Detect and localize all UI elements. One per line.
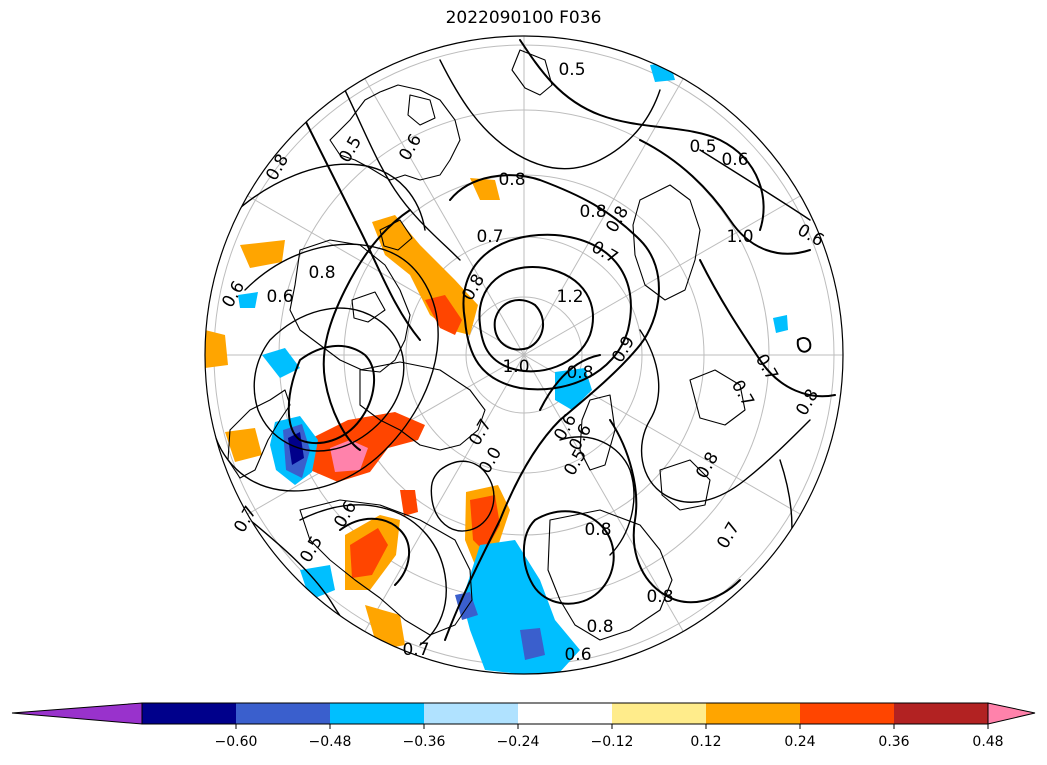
contour-label: 0.7	[465, 416, 496, 449]
contour-label: 0.5	[335, 133, 366, 166]
contour-label: 0.7	[230, 503, 261, 536]
colorbar-tick-label: −0.60	[215, 734, 258, 750]
contour-label: 1.0	[726, 227, 753, 247]
colorbar-box	[800, 703, 895, 724]
contour-label: 1.0	[502, 357, 529, 377]
contour-label: 0.8	[308, 263, 335, 283]
contour-label: 0.8	[602, 203, 633, 236]
contour-label: 0.6	[564, 645, 591, 665]
colorbar-box	[518, 703, 613, 724]
contour-label: 0.5	[558, 60, 585, 80]
colorbar-box	[706, 703, 801, 724]
map-title: 2022090100 F036	[445, 8, 602, 28]
contour-label: 0.8	[262, 151, 293, 184]
colorbar-box	[236, 703, 331, 724]
colorbar-tick-label: −0.36	[403, 734, 446, 750]
colorbar-tick-label: 0.24	[784, 734, 815, 750]
colorbar: −0.60 −0.48 −0.36 −0.24 −0.12 0.12 0.24 0.36 0.4…	[11, 702, 1036, 750]
colorbar-outline	[141, 702, 989, 725]
colorbar-tick-label: −0.12	[591, 734, 634, 750]
contour-label: 0.8	[586, 617, 613, 637]
contour-label: 1.2	[556, 287, 583, 307]
contour-label: 0.8	[646, 587, 673, 607]
colorbar-extend-low	[11, 702, 143, 725]
colorbar-extend-high	[987, 702, 1036, 725]
colorbar-tick-label: −0.48	[309, 734, 352, 750]
contour-label: 0.9	[608, 333, 639, 366]
colorbar-tick-label: 0.12	[690, 734, 721, 750]
contour-label: 0.8	[579, 202, 606, 222]
colorbar-box	[612, 703, 707, 724]
contour-label: 0.6	[395, 131, 426, 164]
colorbar-box	[142, 703, 237, 724]
colorbar-box	[330, 703, 425, 724]
colorbar-tick-label: 0.36	[878, 734, 909, 750]
contour-label: 0.8	[692, 449, 723, 482]
contour-label: 0.6	[266, 287, 293, 307]
contour-label: 0.7	[402, 640, 429, 660]
contour-label: 0.6	[794, 220, 827, 251]
map-boundary	[204, 35, 844, 675]
contour-label: 0.6	[721, 150, 748, 170]
contour-label: 0.7	[713, 519, 744, 552]
contour-label: 0.8	[584, 520, 611, 540]
contour-label: 0.7	[476, 227, 503, 247]
colorbar-box	[424, 703, 519, 724]
contour-label: 0.8	[498, 170, 525, 190]
contour-label: 0.6	[330, 498, 361, 531]
contour-label: 0.7	[727, 377, 758, 410]
colorbar-box	[894, 703, 989, 724]
contour-label: 0.5	[689, 137, 716, 157]
contour-label: 0.5	[296, 533, 327, 566]
colorbar-tick-label: 0.48	[972, 734, 1003, 750]
colorbar-tick-label: −0.24	[497, 734, 540, 750]
contour-label: 0.5	[560, 446, 591, 479]
contour-label: 0.8	[566, 363, 593, 383]
